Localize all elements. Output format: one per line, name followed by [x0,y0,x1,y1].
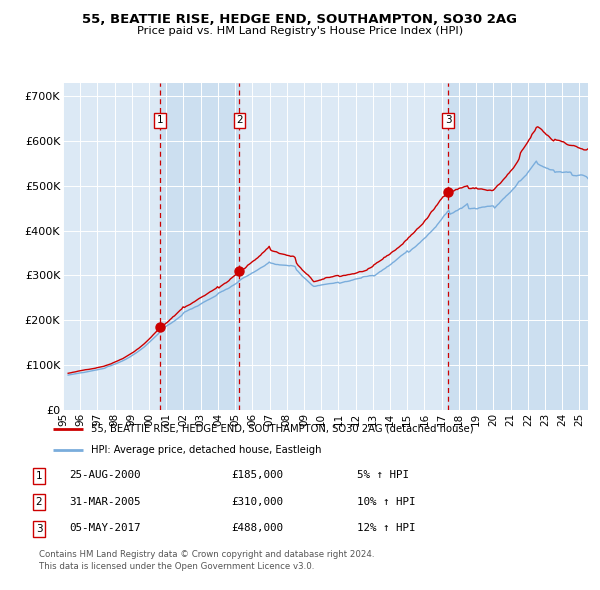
Text: 31-MAR-2005: 31-MAR-2005 [69,497,140,507]
Text: 55, BEATTIE RISE, HEDGE END, SOUTHAMPTON, SO30 2AG: 55, BEATTIE RISE, HEDGE END, SOUTHAMPTON… [83,13,517,26]
Text: £185,000: £185,000 [231,470,283,480]
Text: 55, BEATTIE RISE, HEDGE END, SOUTHAMPTON, SO30 2AG (detached house): 55, BEATTIE RISE, HEDGE END, SOUTHAMPTON… [91,424,473,434]
Text: Contains HM Land Registry data © Crown copyright and database right 2024.: Contains HM Land Registry data © Crown c… [39,550,374,559]
Text: HPI: Average price, detached house, Eastleigh: HPI: Average price, detached house, East… [91,445,321,455]
Text: Price paid vs. HM Land Registry's House Price Index (HPI): Price paid vs. HM Land Registry's House … [137,26,463,36]
Text: 05-MAY-2017: 05-MAY-2017 [69,523,140,533]
Bar [160,83,239,410]
Bar [448,83,588,410]
Text: 3: 3 [35,524,43,534]
Text: 12% ↑ HPI: 12% ↑ HPI [357,523,415,533]
Text: £488,000: £488,000 [231,523,283,533]
Text: 1: 1 [35,471,43,481]
Text: 25-AUG-2000: 25-AUG-2000 [69,470,140,480]
Text: 5% ↑ HPI: 5% ↑ HPI [357,470,409,480]
Text: 1: 1 [157,115,164,125]
Text: 2: 2 [35,497,43,507]
Text: £310,000: £310,000 [231,497,283,507]
Text: 2: 2 [236,115,243,125]
Text: This data is licensed under the Open Government Licence v3.0.: This data is licensed under the Open Gov… [39,562,314,571]
Text: 3: 3 [445,115,451,125]
Text: 10% ↑ HPI: 10% ↑ HPI [357,497,415,507]
